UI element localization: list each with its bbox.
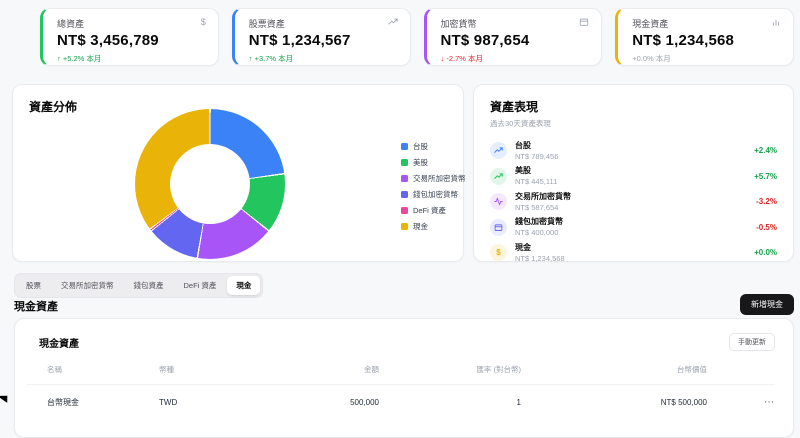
asset-change: +2.4%	[754, 146, 777, 156]
legend-label: 美股	[413, 158, 428, 167]
legend-label: 錢包加密貨幣	[413, 190, 458, 199]
card-value: NT$ 1,234,567	[248, 32, 351, 49]
trending-up-icon	[387, 17, 398, 27]
legend-label: 台股	[413, 142, 428, 151]
cell-amount: 500,000	[350, 397, 379, 407]
card-label: 現金資產	[632, 19, 669, 29]
performance-list: 台股 NT$ 789,456 +2.4% 美股 NT$ 445,111 +5.7…	[490, 138, 777, 266]
asset-name: 現金	[515, 242, 531, 252]
legend-item: 現金	[401, 221, 466, 232]
table-header-row: 名稱 幣種 金額 匯率 (對台幣) 台幣價值	[27, 364, 775, 385]
asset-category-tabs: 股票 交易所加密貨幣 錢包資產 DeFi 資產 現金	[14, 273, 264, 298]
asset-name: 美股	[515, 166, 531, 176]
card-change: +0.0% 本月	[632, 54, 671, 63]
more-horizontal-icon[interactable]: ⋯	[764, 396, 775, 408]
asset-name: 台股	[515, 140, 531, 150]
panel-title: 資產分佈	[29, 100, 78, 114]
cell-currency: TWD	[159, 397, 178, 407]
tab-exchange-crypto[interactable]: 交易所加密貨幣	[52, 276, 123, 295]
card-value: NT$ 3,456,789	[57, 32, 159, 49]
cell-rate: 1	[516, 397, 521, 407]
tab-stocks[interactable]: 股票	[17, 276, 50, 295]
panel-subtitle: 過去30天資產表現	[490, 119, 551, 128]
legend-swatch	[401, 191, 408, 198]
legend-item: 美股	[401, 157, 466, 168]
asset-change: -3.2%	[756, 197, 777, 207]
tab-cash[interactable]: 現金	[227, 276, 261, 295]
legend-swatch	[401, 143, 408, 150]
asset-performance-panel: 資產表現 過去30天資產表現 台股 NT$ 789,456 +2.4% 美股 N…	[473, 84, 794, 263]
column-header: 台幣價值	[677, 365, 707, 374]
trending-up-icon	[490, 167, 507, 185]
card-change: ↑ +3.7% 本月	[248, 54, 294, 63]
card-label: 股票資產	[248, 19, 285, 29]
panel-title: 資產表現	[490, 100, 539, 114]
legend-item: 台股	[401, 141, 466, 152]
dollar-icon: $	[200, 17, 206, 27]
performance-row: 交易所加密貨幣 NT$ 587,654 -3.2%	[490, 189, 777, 215]
cash-assets-table-card: 現金資產 手動更新 名稱 幣種 金額 匯率 (對台幣) 台幣價值 台幣現金 TW…	[14, 318, 794, 438]
performance-row: 台股 NT$ 789,456 +2.4%	[490, 138, 777, 164]
performance-row: 錢包加密貨幣 NT$ 400,000 -0.5%	[490, 215, 777, 241]
performance-row: $ 現金 NT$ 1,234,568 +0.0%	[490, 240, 777, 266]
legend-swatch	[401, 159, 408, 166]
mouse-cursor	[0, 391, 11, 403]
asset-value: NT$ 400,000	[515, 228, 559, 238]
summary-cards-row: 總資產 $ NT$ 3,456,789 ↑ +5.2% 本月 股票資產 NT$ …	[40, 8, 794, 66]
cash-section-title: 現金資產	[14, 301, 58, 313]
add-cash-button[interactable]: 新增現金	[740, 294, 794, 315]
legend-item: 交易所加密貨幣	[401, 173, 466, 184]
summary-card-crypto: 加密貨幣 NT$ 987,654 ↓ -2.7% 本月	[423, 8, 603, 66]
column-header: 匯率 (對台幣)	[476, 365, 521, 374]
performance-row: 美股 NT$ 445,111 +5.7%	[490, 164, 777, 190]
column-header: 幣種	[159, 365, 174, 374]
asset-value: NT$ 1,234,568	[515, 253, 565, 263]
legend-label: 現金	[413, 222, 428, 231]
dollar-icon: $	[490, 244, 507, 262]
asset-name: 錢包加密貨幣	[515, 217, 563, 227]
asset-name: 交易所加密貨幣	[515, 191, 571, 201]
asset-value: NT$ 789,456	[515, 151, 559, 161]
legend-swatch	[401, 223, 408, 230]
table-title: 現金資產	[39, 338, 79, 350]
legend-label: 交易所加密貨幣	[413, 174, 466, 183]
column-header: 金額	[364, 365, 379, 374]
card-change: ↓ -2.7% 本月	[440, 54, 484, 63]
manual-update-button[interactable]: 手動更新	[729, 333, 775, 351]
asset-value: NT$ 445,111	[515, 177, 558, 187]
card-value: NT$ 1,234,568	[632, 32, 735, 49]
asset-change: +0.0%	[754, 248, 777, 258]
summary-card-cash: 現金資產 NT$ 1,234,568 +0.0% 本月	[615, 8, 794, 66]
asset-distribution-panel: 資產分佈 台股 美股 交易所加密貨幣 錢包加密貨幣 DeFi 資產 現金	[12, 84, 466, 262]
card-change: ↑ +5.2% 本月	[57, 54, 102, 63]
wallet-icon	[579, 17, 589, 27]
asset-value: NT$ 587,654	[515, 202, 559, 212]
legend-swatch	[401, 175, 408, 182]
chart-legend: 台股 美股 交易所加密貨幣 錢包加密貨幣 DeFi 資產 現金	[401, 141, 466, 232]
asset-change: +5.7%	[754, 171, 777, 181]
legend-swatch	[401, 207, 408, 214]
cell-twd-value: NT$ 500,000	[660, 397, 707, 407]
asset-change: -0.5%	[756, 222, 777, 232]
bar-chart-icon	[771, 17, 781, 27]
summary-card-stocks: 股票資產 NT$ 1,234,567 ↑ +3.7% 本月	[231, 8, 411, 66]
legend-item: 錢包加密貨幣	[401, 189, 466, 200]
tab-wallet-assets[interactable]: 錢包資產	[125, 276, 173, 295]
cell-name: 台幣現金	[47, 397, 79, 407]
summary-card-total: 總資產 $ NT$ 3,456,789 ↑ +5.2% 本月	[40, 8, 219, 66]
card-value: NT$ 987,654	[440, 32, 530, 49]
asset-distribution-donut-chart	[135, 109, 285, 259]
tab-defi-assets[interactable]: DeFi 資產	[175, 276, 226, 295]
card-label: 總資產	[57, 19, 85, 29]
trending-up-icon	[490, 142, 507, 160]
wallet-icon	[490, 218, 507, 236]
column-header: 名稱	[47, 365, 62, 374]
card-label: 加密貨幣	[440, 19, 477, 29]
legend-item: DeFi 資產	[401, 205, 466, 216]
legend-label: DeFi 資產	[413, 206, 446, 215]
activity-icon	[490, 193, 507, 211]
table-row: 台幣現金 TWD 500,000 1 NT$ 500,000 ⋯	[27, 385, 775, 419]
